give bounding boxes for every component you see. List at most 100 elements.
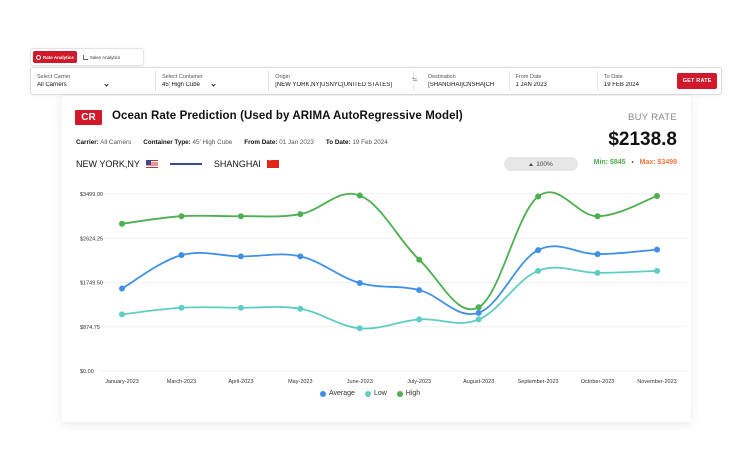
data-point-high xyxy=(356,192,363,199)
legend-item-low[interactable]: Low xyxy=(364,390,387,397)
carrier-label: Select Carrier xyxy=(37,74,71,80)
series-line-high xyxy=(121,191,658,311)
legend-item-average[interactable]: Average xyxy=(320,390,355,397)
destination-value: [SHANGHAI]CNSHA[CH xyxy=(428,82,495,88)
legend-item-high[interactable]: High xyxy=(396,390,421,397)
data-point-average xyxy=(594,251,601,258)
arrow-up-icon xyxy=(529,162,534,166)
legend-label: Low xyxy=(373,390,387,397)
from-date-field[interactable]: From Date 1 JAN 2023 xyxy=(510,71,598,91)
x-tick-label: September-2023 xyxy=(518,379,559,385)
x-tick-label: October-2023 xyxy=(581,379,615,385)
data-point-average xyxy=(416,287,423,294)
meta-carrier-label: Carrier: xyxy=(76,139,99,146)
origin-label: Origin xyxy=(275,74,290,80)
data-point-high xyxy=(654,192,660,199)
chart-legend: Average Low High xyxy=(320,390,420,397)
container-label: Select Container xyxy=(162,74,203,80)
data-point-high xyxy=(535,193,542,200)
container-select[interactable]: Select Container 45' High Cube xyxy=(156,71,270,91)
data-point-low xyxy=(297,305,304,312)
meta-from-label: From Date: xyxy=(244,139,278,146)
y-tick-label: $0.00 xyxy=(80,369,94,375)
x-tick-label: July-2023 xyxy=(407,379,431,385)
legend-swatch xyxy=(364,390,371,397)
y-tick-label: $3499.00 xyxy=(80,192,103,198)
data-point-high xyxy=(475,304,482,311)
route-origin: NEW YORK,NY xyxy=(76,159,140,169)
confidence-badge: 100% xyxy=(504,157,578,171)
legend-swatch xyxy=(320,390,326,397)
meta-container-label: Container Type: xyxy=(143,139,191,146)
meta-from-value: 01 Jan 2023 xyxy=(279,139,314,146)
carrier-badge: CR xyxy=(75,110,102,125)
get-rate-button[interactable]: GET RATE xyxy=(677,73,717,89)
to-date-value: 19 FEB 2024 xyxy=(603,82,639,88)
destination-field[interactable]: ⇆ Destination [SHANGHAI]CNSHA[CH xyxy=(410,71,510,91)
data-point-low xyxy=(475,316,482,323)
carrier-value: All Carriers xyxy=(37,82,67,88)
data-point-low xyxy=(119,311,125,318)
data-point-high xyxy=(119,220,125,227)
data-point-low xyxy=(178,304,185,311)
china-flag-icon xyxy=(266,160,279,168)
line-chart-icon xyxy=(82,54,88,60)
data-point-low xyxy=(594,269,601,276)
swap-icon[interactable]: ⇆ xyxy=(410,76,420,85)
y-tick-label: $2624.25 xyxy=(80,236,103,242)
rate-line-chart: $0.00 $874.75 $1749.50 $2624.25 $3499.00 Janu… xyxy=(80,191,687,385)
from-date-label: From Date xyxy=(515,74,542,80)
to-date-label: To Date xyxy=(603,74,623,80)
meta-to-label: To Date: xyxy=(325,139,351,146)
data-point-low xyxy=(654,267,660,274)
carrier-select[interactable]: Select Carrier All Carriers xyxy=(31,71,157,91)
target-icon xyxy=(36,54,41,60)
y-tick-label: $1749.50 xyxy=(80,281,103,287)
x-tick-label: August-2023 xyxy=(463,379,494,385)
data-point-average xyxy=(237,253,244,260)
x-tick-label: June-2023 xyxy=(347,379,373,385)
max-rate: Max: $3499 xyxy=(639,159,677,166)
confidence-value: 100% xyxy=(536,160,553,168)
data-point-average xyxy=(356,279,363,286)
card-title: Ocean Rate Prediction (Used by ARIMA Aut… xyxy=(112,110,463,122)
data-point-low xyxy=(535,267,542,274)
data-point-high xyxy=(416,256,423,263)
tab-rate-analytics[interactable]: Rate Analytics xyxy=(33,51,77,63)
data-point-average xyxy=(535,247,542,254)
x-tick-label: March-2023 xyxy=(167,379,196,385)
legend-swatch xyxy=(396,390,403,397)
data-point-average xyxy=(297,253,304,260)
data-point-average xyxy=(654,246,660,253)
tab-label: Sales Analytics xyxy=(89,54,121,60)
legend-label: High xyxy=(405,390,421,397)
rate-prediction-card: CR Ocean Rate Prediction (Used by ARIMA … xyxy=(62,96,691,422)
origin-field[interactable]: Origin [NEW YORK,NY]USNYC[UNITED STATES] xyxy=(269,71,415,91)
min-rate: Min: $845 xyxy=(593,159,626,166)
data-point-average xyxy=(475,309,482,316)
container-value: 45' High Cube xyxy=(162,82,200,88)
chevron-down-icon xyxy=(211,82,216,87)
route-line xyxy=(169,163,202,165)
data-point-high xyxy=(297,211,304,218)
meta-to-value: 19 Feb 2024 xyxy=(352,139,388,146)
data-point-low xyxy=(356,325,363,332)
tab-sales-analytics[interactable]: Sales Analytics xyxy=(80,51,123,63)
route-destination: SHANGHAI xyxy=(213,159,261,169)
us-flag-icon xyxy=(145,160,158,168)
destination-label: Destination xyxy=(428,74,456,80)
data-point-low xyxy=(416,316,423,323)
x-tick-label: April-2023 xyxy=(228,379,253,385)
to-date-field[interactable]: To Date 19 FEB 2024 xyxy=(598,71,677,91)
buy-rate-value: $2138.8 xyxy=(608,129,677,150)
separator-dot: • xyxy=(631,159,634,166)
data-point-high xyxy=(237,213,244,220)
x-tick-label: May-2023 xyxy=(288,379,312,385)
data-point-average xyxy=(178,252,185,259)
data-point-average xyxy=(119,285,125,292)
data-point-low xyxy=(237,304,244,311)
x-tick-label: January-2023 xyxy=(105,379,139,385)
series-line-low xyxy=(121,266,658,330)
card-meta: Carrier: All Carriers Container Type: 45… xyxy=(76,139,388,146)
data-point-high xyxy=(594,213,601,220)
